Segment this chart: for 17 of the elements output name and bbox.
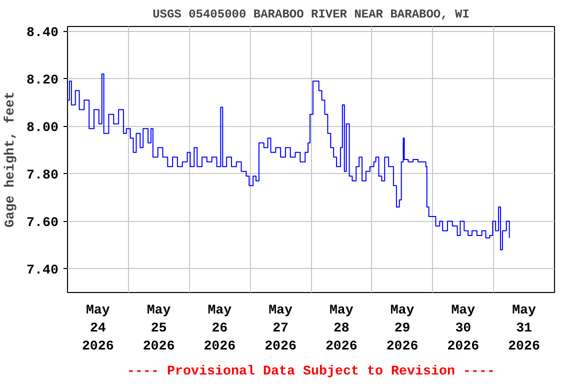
y-tick-label: 7.80 — [26, 168, 59, 184]
x-tick-label: May 27 2026 — [264, 304, 297, 354]
y-tick-label: 7.40 — [26, 263, 59, 278]
x-tick-label: May 28 2026 — [325, 304, 358, 354]
x-tick-label: May 25 2026 — [142, 304, 175, 354]
x-tick-label: May 30 2026 — [447, 304, 480, 354]
y-tick-label: 8.40 — [26, 26, 59, 41]
x-tick-label: May 29 2026 — [386, 304, 418, 354]
y-tick-label: 8.20 — [26, 73, 59, 88]
x-tick-label: May 24 2026 — [82, 304, 114, 354]
chart-title: USGS 05405000 BARABOO RIVER NEAR BARABOO, WI — [152, 8, 470, 22]
text: ---- Provisional Data Subject to Revision ---- — [127, 364, 495, 380]
y-tick-label: 7.60 — [26, 216, 59, 231]
y-axis-title: Gage height, feet — [4, 92, 19, 228]
y-tick-label: 8.00 — [26, 120, 59, 136]
x-tick-label: May 26 2026 — [204, 304, 236, 354]
x-tick-label: May 31 2026 — [508, 304, 540, 354]
